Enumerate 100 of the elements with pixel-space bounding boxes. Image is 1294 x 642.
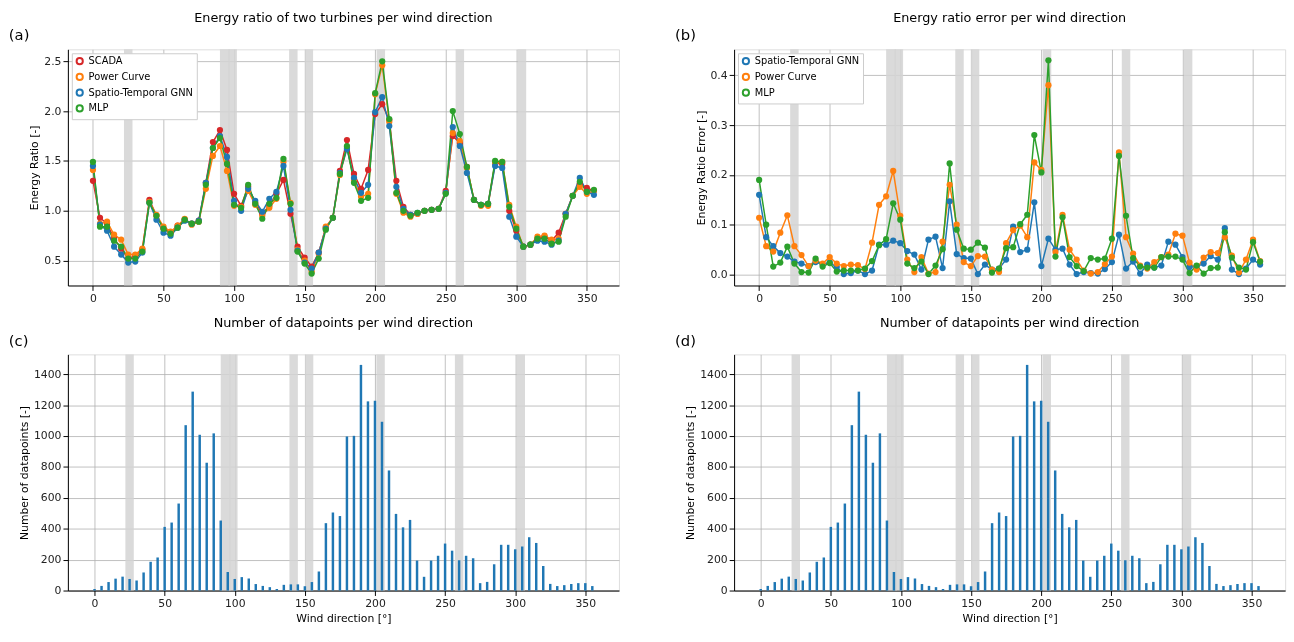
y-tick-label: 1000	[700, 429, 728, 443]
x-tick-label: 150	[295, 596, 316, 610]
y-tick-label: 600	[40, 491, 62, 505]
x-tick-label: 350	[577, 291, 598, 305]
x-tick-label: 350	[575, 596, 597, 610]
bar	[191, 391, 194, 591]
y-tick-label: 400	[40, 522, 62, 536]
x-tick-label: 100	[890, 291, 912, 305]
bar	[570, 583, 573, 591]
bar	[934, 587, 938, 591]
x-tick-label: 100	[224, 291, 245, 305]
bar	[1145, 583, 1148, 591]
bar	[1250, 583, 1253, 591]
y-axis-title: Energy Ratio [-]	[28, 125, 42, 211]
x-tick-label: 150	[294, 291, 316, 305]
x-tick-label: 50	[824, 596, 839, 610]
bar	[1243, 583, 1246, 591]
x-tick-label: 250	[435, 596, 457, 610]
x-axis-title: Wind direction [°]	[296, 611, 392, 625]
x-tick-label: 200	[1031, 596, 1053, 610]
y-tick-label: 800	[707, 460, 728, 474]
bar	[205, 462, 208, 591]
bar	[156, 557, 159, 591]
x-tick-label: 300	[506, 291, 528, 305]
text: (c)	[8, 331, 29, 349]
bar	[1257, 586, 1260, 591]
bar	[142, 572, 145, 591]
y-tick-label: 1200	[700, 398, 728, 412]
bar	[1152, 581, 1155, 591]
bar	[114, 578, 117, 591]
text: (b)	[675, 26, 696, 44]
x-axis-title: Wind direction [°]	[962, 611, 1058, 625]
x-tick-label: 50	[158, 596, 173, 610]
bar	[584, 583, 587, 591]
y-tick-label: 0.4	[710, 68, 728, 82]
legend-label: SCADA	[88, 55, 123, 67]
bar	[969, 586, 973, 591]
y-tick-label: 1200	[33, 398, 62, 412]
bar	[563, 585, 566, 591]
bar	[100, 585, 103, 591]
y-tick-label: 2.5	[44, 54, 62, 68]
x-tick-label: 200	[365, 291, 387, 305]
bar	[121, 576, 124, 591]
bar	[1138, 558, 1141, 591]
legend-label: Power Curve	[754, 70, 817, 82]
bar	[212, 433, 215, 591]
x-tick-label: 250	[435, 291, 457, 305]
bar	[955, 584, 959, 591]
chart-title: Number of datapoints per wind direction	[879, 314, 1140, 330]
x-tick-label: 200	[1031, 291, 1053, 305]
chart-title: Energy ratio error per wind direction	[893, 9, 1127, 25]
bar	[962, 584, 966, 591]
bar	[1236, 583, 1239, 591]
y-tick-label: 200	[40, 553, 62, 567]
bar	[1173, 544, 1176, 591]
bar	[1124, 560, 1127, 591]
bar	[268, 587, 272, 591]
x-tick-label: 350	[1241, 596, 1263, 610]
y-tick-label: 0.5	[44, 254, 62, 268]
y-tick-label: 800	[40, 460, 62, 474]
x-tick-label: 50	[157, 291, 171, 305]
x-tick-label: 100	[891, 596, 912, 610]
x-tick-label: 300	[1172, 291, 1194, 305]
bar	[1229, 585, 1232, 591]
y-axis-title: Number of datapoints [-]	[18, 405, 32, 540]
legend-label: Spatio-Temporal GNN	[88, 86, 193, 98]
y-tick-label: 0.3	[710, 118, 728, 132]
bar	[1201, 542, 1204, 591]
bar	[163, 526, 166, 591]
bar	[577, 583, 580, 591]
bar	[1131, 555, 1134, 591]
bar	[1215, 583, 1218, 591]
x-tick-label: 50	[823, 291, 838, 305]
bar	[556, 586, 559, 591]
bar	[1180, 549, 1183, 591]
x-tick-label: 250	[1101, 596, 1123, 610]
legend-label: Spatio-Temporal GNN	[754, 55, 860, 67]
x-tick-label: 100	[224, 596, 246, 610]
y-tick-label: 1000	[33, 429, 62, 443]
x-tick-label: 350	[1243, 291, 1264, 305]
chart-title: Number of datapoints per wind direction	[213, 314, 474, 330]
bar	[198, 434, 201, 591]
bar	[1194, 537, 1197, 591]
bar	[1208, 565, 1211, 591]
y-tick-label: 1400	[33, 367, 62, 381]
y-tick-label: 0.2	[710, 168, 728, 182]
chart-title: Energy ratio of two turbines per wind direction	[194, 9, 493, 25]
bar	[1110, 543, 1113, 591]
y-tick-label: 0	[54, 584, 62, 597]
y-tick-label: 1400	[700, 367, 728, 381]
legend-label: MLP	[754, 86, 775, 98]
bar	[303, 586, 307, 591]
y-tick-label: 0	[720, 584, 728, 597]
bar	[1222, 586, 1225, 591]
y-tick-label: 0.1	[710, 218, 728, 232]
bar	[135, 580, 138, 591]
bar	[296, 584, 300, 591]
bar	[177, 503, 180, 591]
legend-label: Power Curve	[88, 70, 151, 82]
bar	[261, 585, 265, 591]
